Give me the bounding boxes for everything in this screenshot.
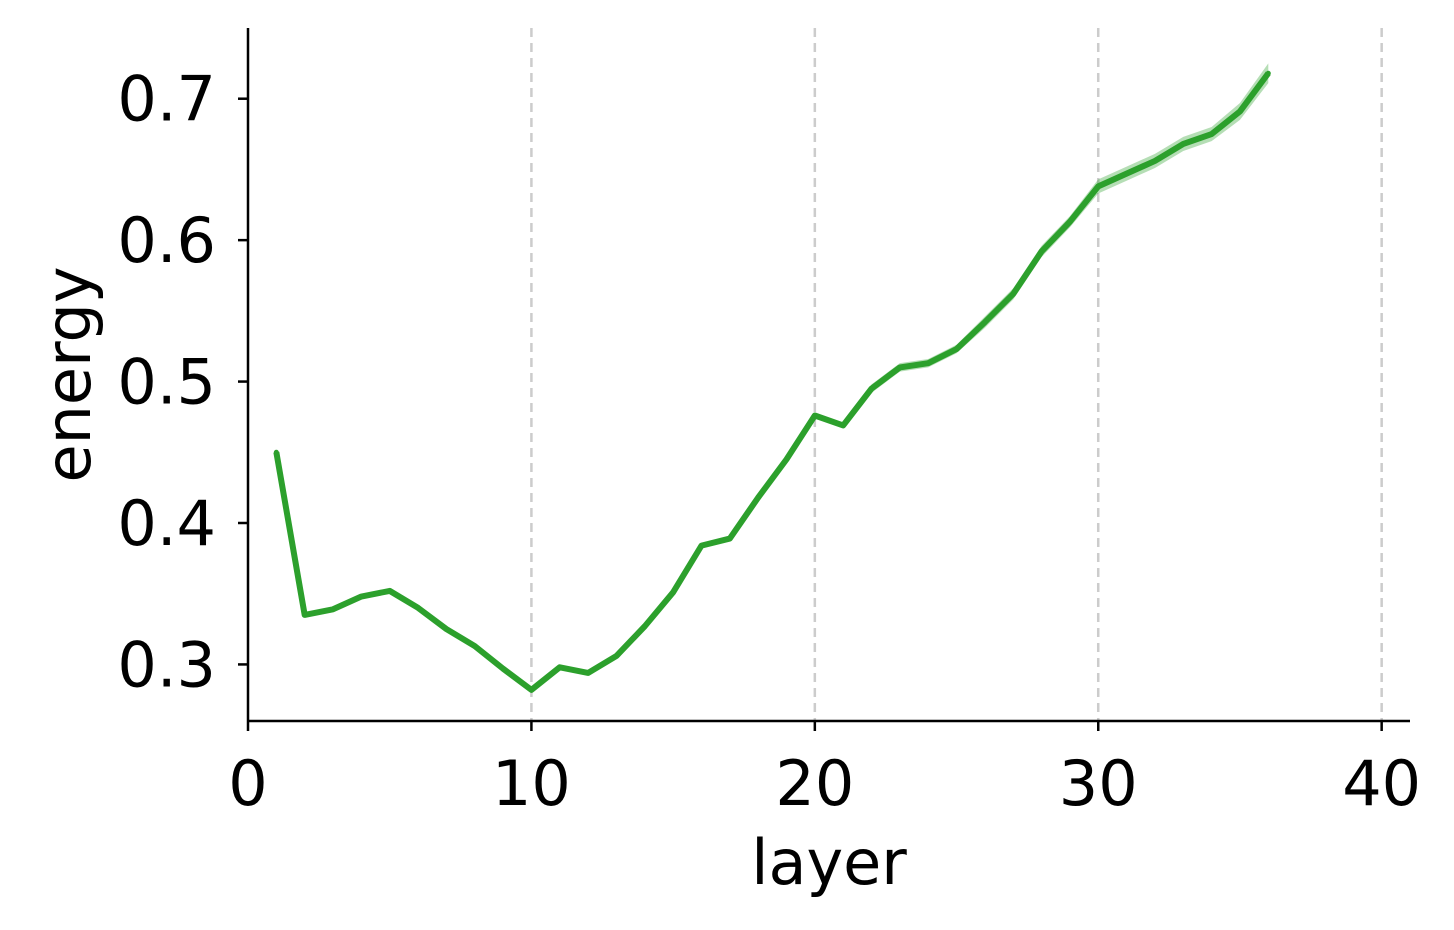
- y-axis-title: energy: [32, 266, 105, 482]
- series-0-point-2: [302, 612, 308, 618]
- y-tick-label: 0.5: [117, 346, 216, 419]
- x-tick-label: 30: [1059, 747, 1138, 820]
- series-0-point-8: [472, 643, 478, 649]
- confidence-bands: [276, 63, 1269, 692]
- series-0-point-10: [528, 687, 534, 693]
- series-0-point-17: [727, 536, 733, 542]
- x-ticks: 0 10 20 30 40: [228, 721, 1421, 820]
- series-0-point-12: [585, 670, 591, 676]
- series-0-point-18: [755, 495, 761, 501]
- series-lines: [273, 70, 1271, 693]
- series-0-point-9: [500, 666, 506, 672]
- series-0-point-33: [1180, 141, 1186, 147]
- series-0-point-34: [1209, 131, 1215, 137]
- series-0-point-5: [387, 588, 393, 594]
- y-ticks: 0.3 0.4 0.5 0.6 0.7: [117, 63, 248, 701]
- series-0-point-35: [1237, 108, 1243, 114]
- series-0-point-26: [982, 319, 988, 325]
- y-tick-label: 0.3: [117, 628, 216, 701]
- series-0-point-36: [1265, 70, 1271, 76]
- series-0-point-27: [1010, 291, 1016, 297]
- series-0-point-13: [613, 653, 619, 659]
- series-0-point-21: [840, 422, 846, 428]
- x-axis-title: layer: [751, 826, 907, 899]
- series-0-point-25: [954, 346, 960, 352]
- series-0-point-24: [925, 360, 931, 366]
- series-0-point-29: [1067, 219, 1073, 225]
- series-0-point-22: [869, 386, 875, 392]
- y-tick-label: 0.4: [117, 487, 216, 560]
- series-0-point-4: [358, 594, 364, 600]
- series-0-point-32: [1152, 158, 1158, 164]
- axes: [246, 28, 1410, 723]
- y-tick-label: 0.6: [117, 204, 216, 277]
- series-0-point-19: [783, 456, 789, 462]
- series-0-point-30: [1095, 183, 1101, 189]
- series-0-line: [273, 71, 1271, 693]
- series-0-point-15: [670, 589, 676, 595]
- series-0-point-7: [443, 626, 449, 632]
- series-0-point-31: [1124, 171, 1130, 177]
- series-0-point-20: [812, 413, 818, 419]
- series-0-band: [276, 63, 1269, 692]
- series-0-point-16: [698, 543, 704, 549]
- series-0-point-23: [897, 364, 903, 370]
- series-0-point-11: [557, 664, 563, 670]
- x-tick-label: 20: [775, 747, 854, 820]
- x-tick-label: 40: [1342, 747, 1421, 820]
- series-0-point-3: [330, 606, 336, 612]
- y-tick-label: 0.7: [117, 63, 216, 136]
- series-0-point-1: [273, 449, 279, 455]
- series-0-point-14: [642, 623, 648, 629]
- series-0-point-28: [1039, 248, 1045, 254]
- grid-lines: [530, 28, 1383, 721]
- x-tick-label: 10: [492, 747, 571, 820]
- x-tick-label: 0: [228, 747, 267, 820]
- series-0-point-6: [415, 605, 421, 611]
